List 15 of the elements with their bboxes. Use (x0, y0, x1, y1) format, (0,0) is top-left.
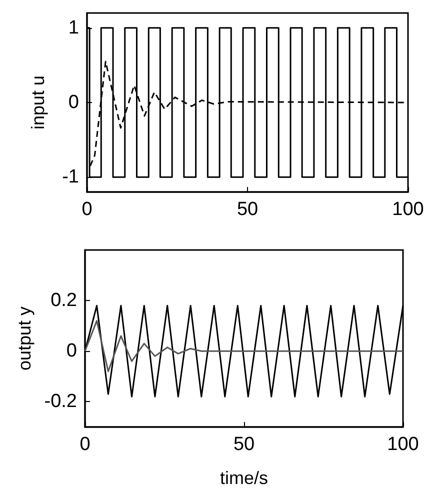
y-tick-label: 0.2 (50, 290, 77, 312)
x-tick-label: 50 (236, 199, 258, 220)
y-tick-label: -1 (62, 166, 79, 188)
x-axis-title: time/s (220, 468, 268, 488)
y-tick-label: 0 (66, 340, 77, 362)
y-tick-label: 0 (68, 92, 79, 113)
x-tick-label: 100 (392, 199, 424, 220)
line-series (84, 320, 404, 372)
y-axis-title: output y (14, 306, 34, 371)
x-tick-label: 50 (233, 434, 255, 455)
x-tick-label: 0 (82, 199, 92, 220)
x-tick-label: 100 (387, 434, 419, 455)
y-tick-label: 1 (68, 17, 79, 38)
y-tick-label: -0.2 (44, 391, 77, 412)
y-axis-title: input u (28, 75, 48, 130)
